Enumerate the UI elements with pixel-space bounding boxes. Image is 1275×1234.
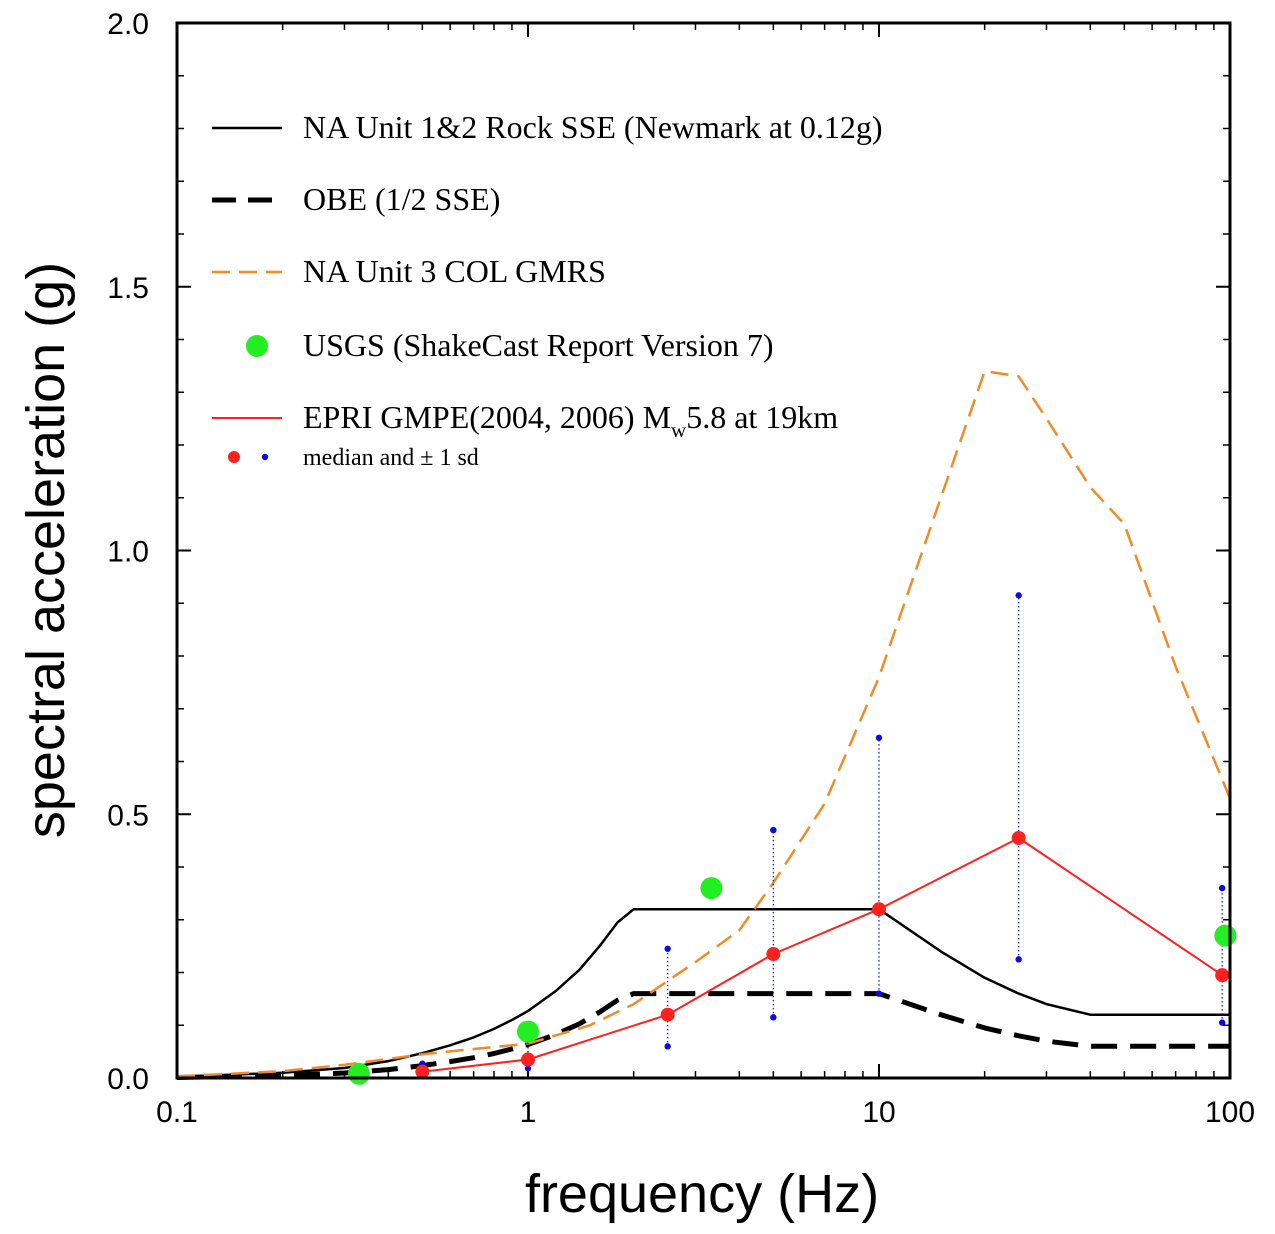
plus-sd-point (664, 945, 671, 952)
legend-label-epri-main: EPRI GMPE(2004, 2006) M (303, 399, 671, 435)
points-layer (347, 592, 1237, 1085)
median-point (1011, 830, 1026, 845)
x-axis-label: frequency (Hz) (525, 1164, 879, 1224)
minus-sd-point (664, 1043, 671, 1050)
minus-sd-point (1015, 956, 1022, 963)
series-line-gmrs (176, 369, 1232, 1078)
minus-sd-point (1218, 1019, 1226, 1026)
median-point (521, 1052, 535, 1067)
tick-labels: 0.1 1 10 100 0.0 0.5 1.0 1.5 2.0 (107, 8, 1255, 1129)
median-point (872, 902, 886, 917)
y-tick-label: 2.0 (107, 8, 149, 41)
plus-sd-point (1015, 592, 1022, 599)
legend-swatch-sd (261, 453, 269, 461)
y-tick-label: 1.5 (107, 272, 149, 305)
x-tick-label: 1 (520, 1096, 537, 1129)
legend-label-gmrs: NA Unit 3 COL GMRS (303, 253, 606, 289)
x-tick-label: 10 (862, 1096, 895, 1129)
legend-label-epri-sub: w (671, 418, 687, 442)
plus-sd-point (875, 734, 883, 741)
legend-label-usgs: USGS (ShakeCast Report Version 7) (303, 327, 774, 363)
plus-sd-point (770, 826, 777, 834)
legend-swatch-usgs (246, 335, 268, 357)
series-line-obe (176, 991, 1230, 1080)
legend-label-epri: EPRI GMPE(2004, 2006) Mw5.8 at 19km (303, 399, 838, 442)
legend-swatch-median (228, 451, 240, 463)
usgs-point (517, 1020, 539, 1043)
plot-frame (175, 21, 1232, 1080)
y-tick-label: 1.0 (107, 536, 149, 569)
y-axis-label: spectral acceleration (g) (16, 262, 76, 838)
median-point (660, 1007, 675, 1022)
minus-sd-point (875, 990, 883, 997)
usgs-point (700, 877, 723, 900)
legend-label-sse: NA Unit 1&2 Rock SSE (Newmark at 0.12g) (303, 109, 883, 145)
usgs-point (347, 1062, 370, 1085)
legend: NA Unit 1&2 Rock SSE (Newmark at 0.12g) … (212, 109, 883, 471)
minus-sd-point (770, 1014, 777, 1021)
median-point (1215, 968, 1230, 983)
x-tick-label: 0.1 (156, 1096, 198, 1129)
plus-sd-point (1218, 884, 1226, 892)
y-tick-label: 0.5 (107, 799, 149, 832)
usgs-point (1214, 924, 1237, 947)
legend-label-obe: OBE (1/2 SSE) (303, 181, 500, 217)
minus-sd-point (524, 1065, 532, 1072)
legend-label-epri-rest: 5.8 at 19km (686, 399, 838, 435)
median-point (766, 947, 781, 962)
y-tick-label: 0.0 (107, 1063, 149, 1096)
median-point (415, 1064, 430, 1079)
x-tick-label: 100 (1205, 1096, 1255, 1129)
legend-label-median-sd: median and ± 1 sd (303, 445, 479, 471)
